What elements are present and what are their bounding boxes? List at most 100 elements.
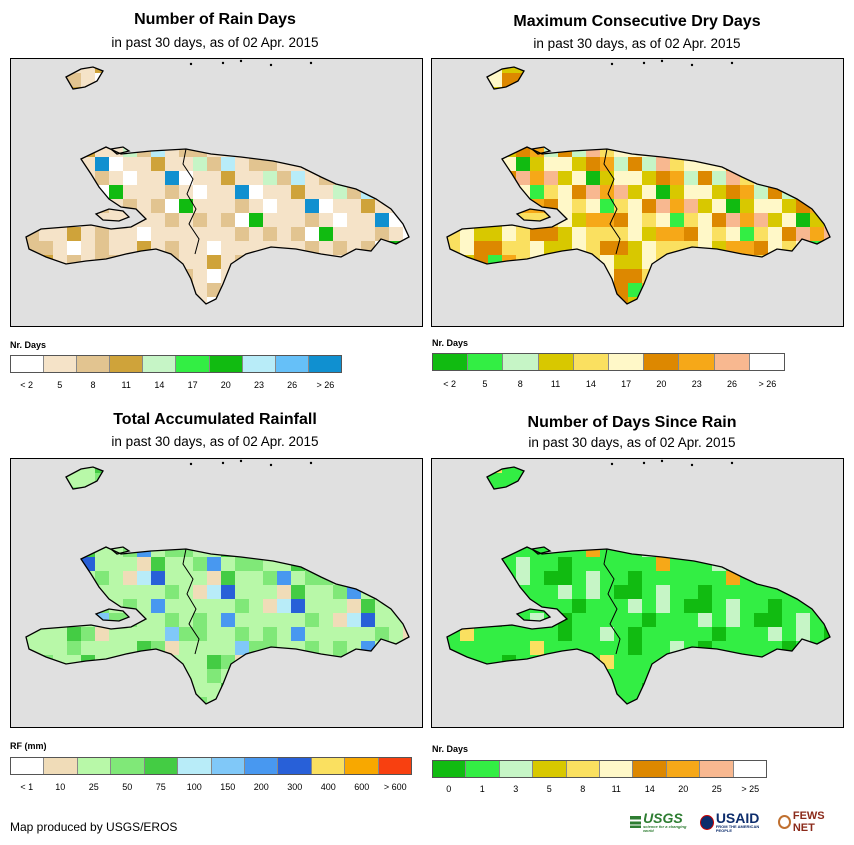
raster-cell	[165, 627, 179, 641]
raster-cell	[628, 325, 642, 327]
raster-cell	[403, 655, 409, 669]
raster-cell	[460, 543, 474, 557]
raster-cell	[670, 467, 684, 473]
raster-cell	[488, 115, 502, 129]
raster-cell	[389, 241, 403, 255]
raster-cell	[235, 487, 249, 501]
raster-cell	[600, 487, 614, 501]
raster-cell	[642, 297, 656, 304]
islet	[239, 459, 243, 463]
raster-cell	[628, 311, 642, 325]
raster-cell	[403, 129, 409, 143]
raster-cell	[754, 467, 768, 473]
raster-cell	[544, 501, 558, 515]
raster-cell	[361, 101, 375, 115]
raster-cell	[81, 711, 95, 725]
raster-cell	[11, 283, 25, 297]
raster-cell	[291, 697, 305, 704]
raster-cell	[670, 529, 684, 543]
raster-cell	[361, 297, 375, 304]
raster-cell	[403, 543, 409, 557]
raster-cell	[277, 283, 291, 297]
raster-cell	[389, 599, 403, 613]
raster-cell	[740, 669, 754, 683]
raster-cell	[165, 585, 179, 599]
raster-cell	[305, 697, 319, 704]
legend-label: Nr. Days	[432, 744, 469, 754]
legend-swatch	[111, 758, 145, 774]
raster-cell	[123, 711, 137, 725]
raster-cell	[277, 613, 291, 627]
raster-cell	[782, 467, 796, 473]
raster-cell	[740, 185, 754, 199]
raster-cell	[726, 725, 740, 728]
raster-cell	[95, 557, 109, 571]
raster-cell	[460, 467, 474, 473]
raster-cell	[796, 87, 810, 101]
legend-swatch	[533, 761, 567, 777]
raster-cell	[432, 213, 446, 227]
raster-cell	[235, 613, 249, 627]
raster-cell	[403, 241, 409, 255]
raster-cell	[151, 283, 165, 297]
raster-cell	[432, 269, 446, 283]
raster-cell	[838, 669, 844, 683]
raster-cell	[824, 67, 830, 73]
raster-cell	[754, 73, 768, 87]
raster-cell	[263, 213, 277, 227]
coastline	[446, 146, 831, 305]
raster-cell	[291, 585, 305, 599]
raster-cell	[782, 487, 796, 501]
raster-cell	[838, 157, 844, 171]
raster-cell	[193, 213, 207, 227]
legend-swatch	[666, 761, 701, 777]
raster-cell	[502, 283, 516, 297]
raster-cell	[67, 683, 81, 697]
raster-cell	[656, 725, 670, 728]
raster-cell	[782, 269, 796, 283]
raster-cell	[474, 487, 488, 501]
raster-cell	[235, 143, 249, 157]
raster-cell	[460, 613, 474, 627]
raster-cell	[558, 515, 572, 529]
raster-cell	[614, 585, 628, 599]
raster-cell	[347, 529, 361, 543]
raster-cell	[11, 473, 25, 487]
raster-cell	[796, 325, 810, 327]
raster-cell	[474, 641, 488, 655]
raster-cell	[614, 185, 628, 199]
raster-cell	[712, 157, 726, 171]
raster-cell	[263, 311, 277, 325]
raster-cell	[109, 269, 123, 283]
raster-cell	[179, 529, 193, 543]
raster-cell	[712, 599, 726, 613]
raster-cell	[221, 73, 235, 87]
raster-cell	[109, 669, 123, 683]
raster-cell	[614, 599, 628, 613]
raster-cell	[740, 655, 754, 669]
raster-cell	[698, 297, 712, 304]
raster-cell	[263, 571, 277, 585]
raster-cell	[165, 641, 179, 655]
raster-cell	[684, 571, 698, 585]
raster-cell	[642, 725, 656, 728]
raster-cell	[572, 515, 586, 529]
raster-cell	[151, 227, 165, 241]
raster-cell	[389, 669, 403, 683]
raster-cell	[488, 557, 502, 571]
raster-cell	[347, 199, 361, 213]
islet	[309, 461, 313, 465]
raster-cell	[123, 67, 137, 73]
raster-cell	[277, 487, 291, 501]
raster-cell	[25, 725, 39, 728]
raster-cell	[207, 115, 221, 129]
raster-cell	[151, 115, 165, 129]
raster-cell	[488, 613, 502, 627]
raster-cell	[530, 157, 544, 171]
raster-cell	[586, 199, 600, 213]
raster-cell	[95, 627, 109, 641]
panel-total-rainfall: Total Accumulated Rainfall in past 30 da…	[0, 400, 427, 820]
raster-cell	[488, 101, 502, 115]
raster-cell	[782, 199, 796, 213]
raster-cell	[810, 467, 824, 473]
